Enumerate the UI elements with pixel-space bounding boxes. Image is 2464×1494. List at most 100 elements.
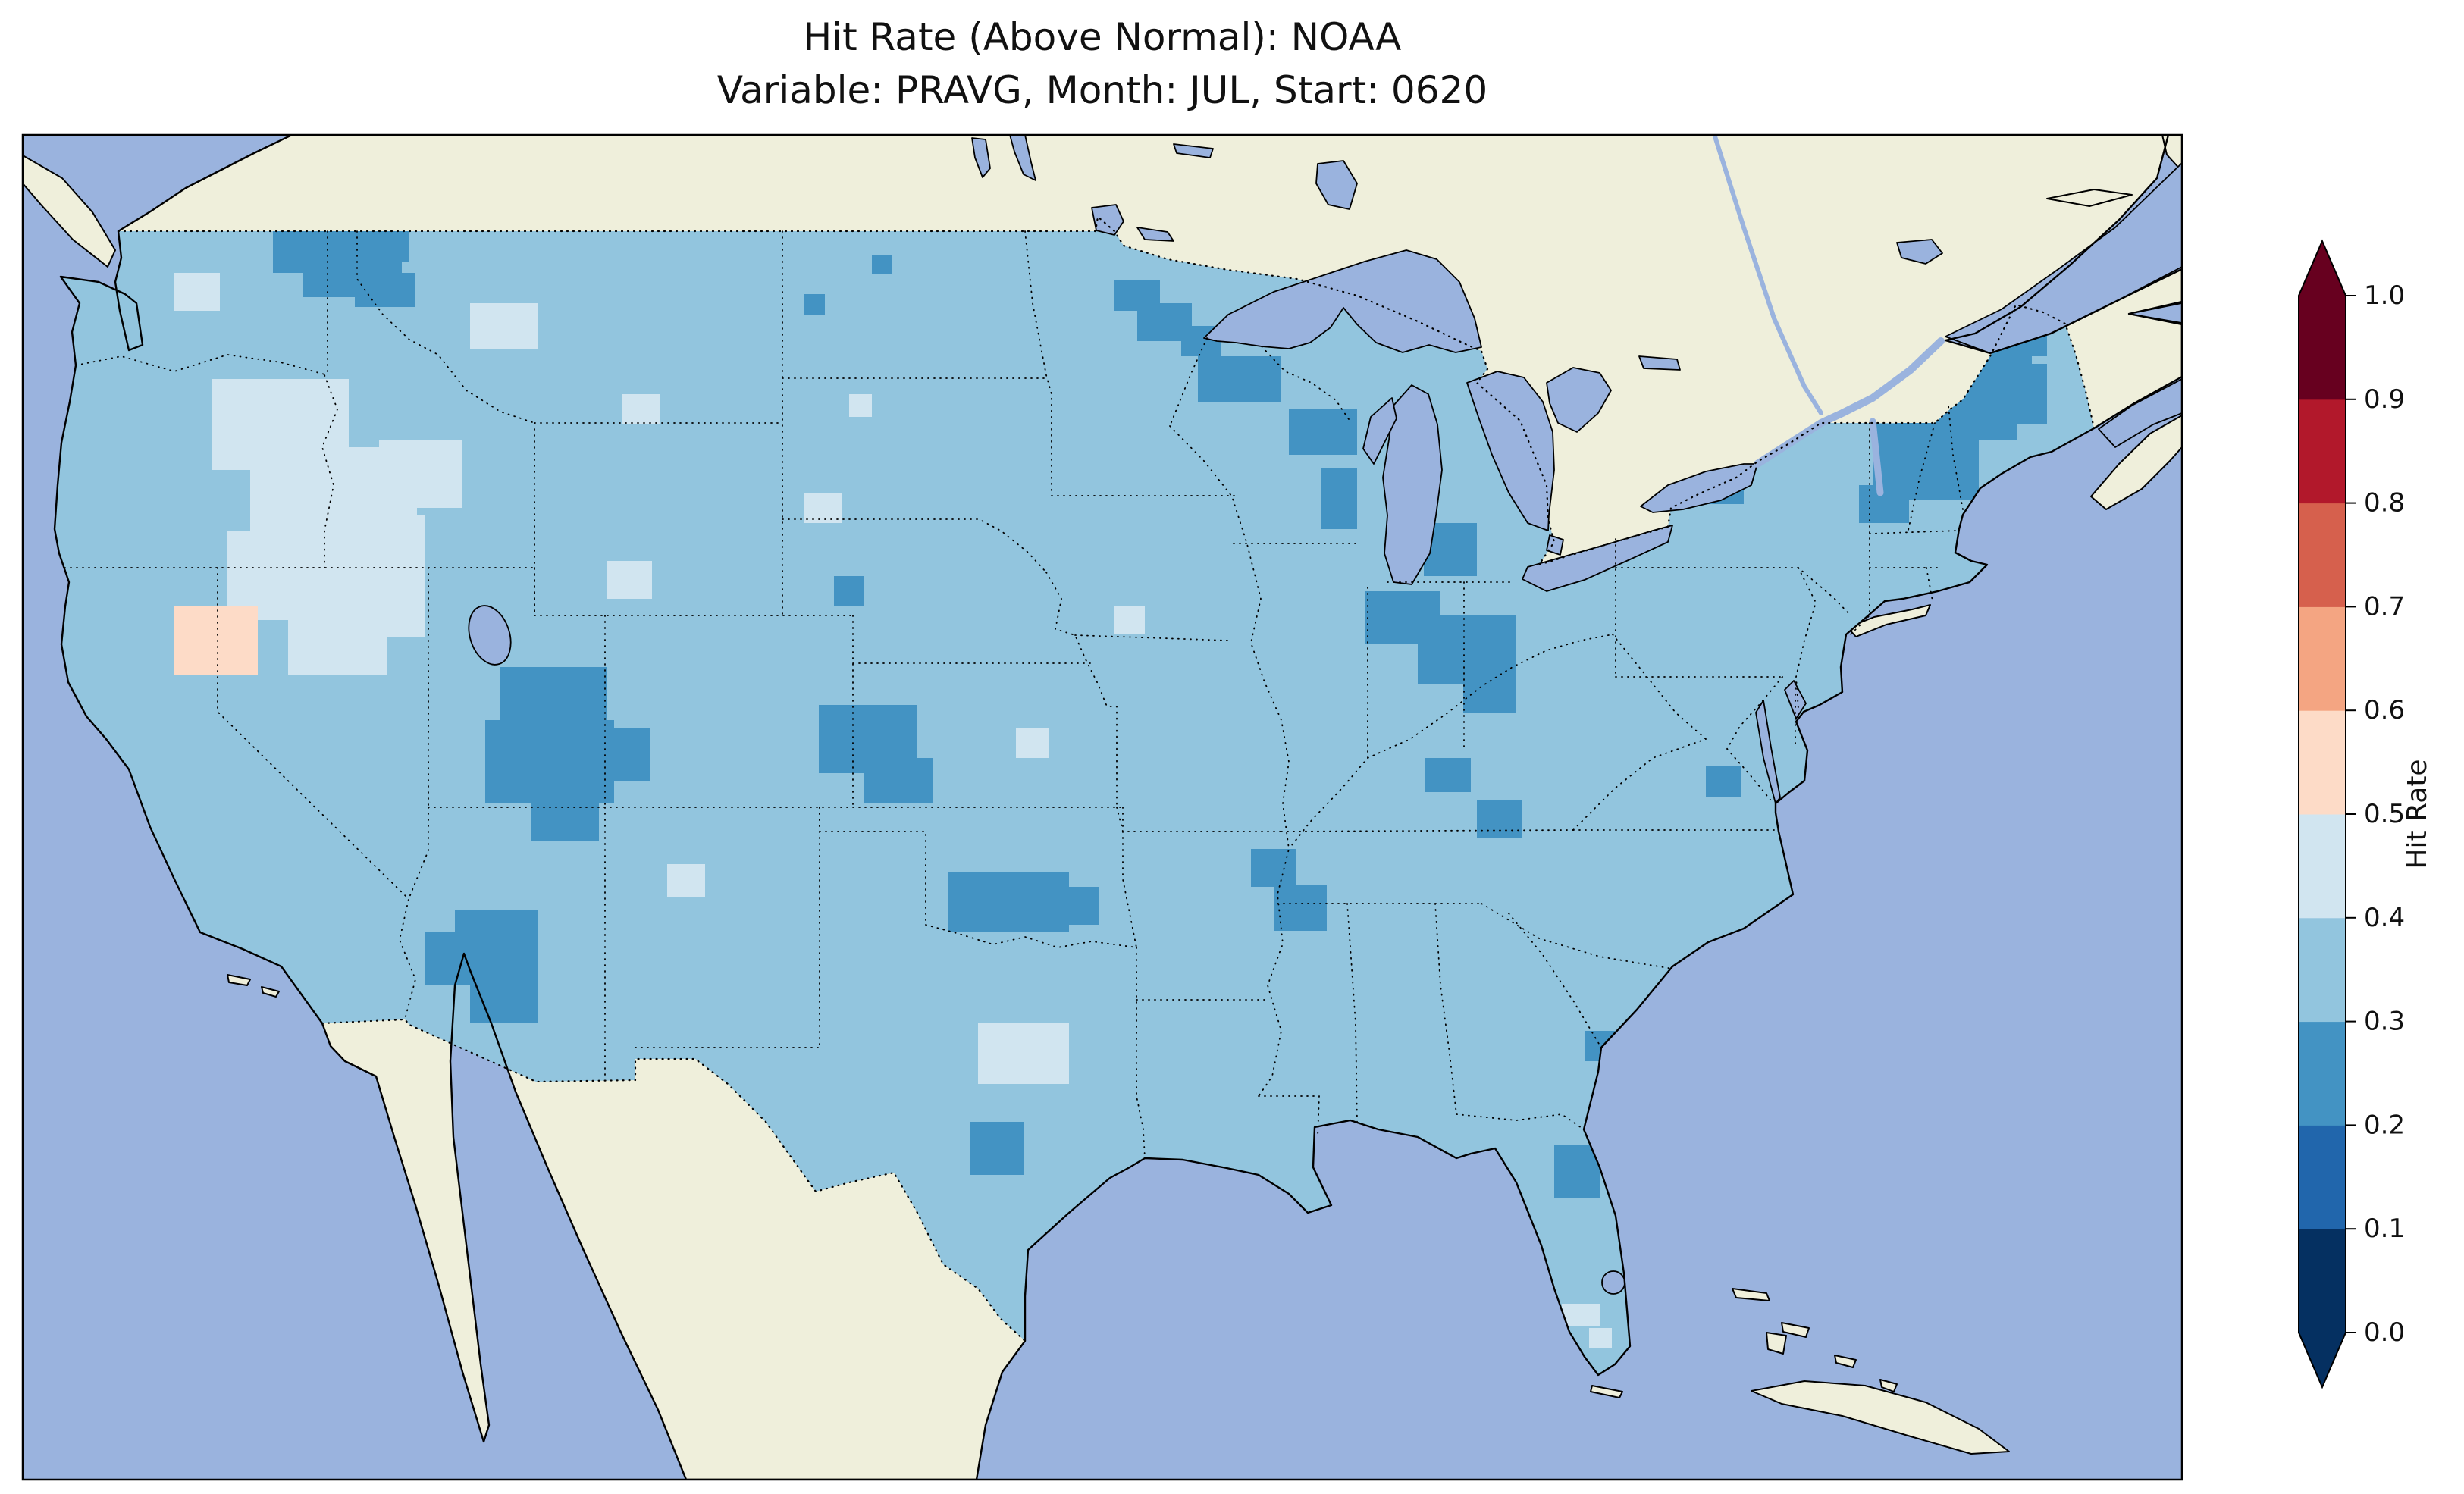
grid-cell	[174, 273, 220, 311]
channel-island	[227, 974, 251, 986]
grid-cell	[1251, 849, 1296, 887]
grid-cell	[622, 394, 660, 424]
colorbar-tick-label: 0.7	[2364, 591, 2405, 622]
great-salt-lake	[468, 605, 512, 666]
international-borders-layer	[117, 215, 2096, 1342]
ottawa-river	[1713, 135, 1823, 415]
lake-nipigon	[1315, 160, 1358, 210]
figure-title: Hit Rate (Above Normal): NOAA	[804, 15, 1402, 59]
colorbar-segment	[2299, 1021, 2346, 1126]
lake-champlain	[1869, 418, 1884, 496]
lake-huron	[1466, 371, 1555, 531]
grid-cell	[531, 796, 599, 841]
grid-cell	[1289, 409, 1357, 455]
grid-cell	[1463, 667, 1516, 713]
grid-cell	[485, 720, 614, 803]
lake-nipissing	[1638, 355, 1681, 371]
lake-michigan	[1382, 384, 1443, 585]
grid-cell	[1274, 885, 1327, 931]
lake-st-clair	[1546, 534, 1564, 556]
grid-cell	[864, 758, 933, 803]
colorbar-tick-label: 0.8	[2364, 488, 2405, 518]
colorbar-under-arrow	[2299, 1333, 2346, 1387]
colorbar-segment	[2299, 917, 2346, 1023]
bahamas-island	[1732, 1288, 1770, 1301]
colorbar-segment	[2299, 296, 2346, 400]
grid-cell	[1114, 606, 1145, 634]
state-borders-layer	[64, 230, 1964, 1159]
grid-cell	[1589, 1328, 1612, 1348]
grid-cell	[1425, 758, 1471, 792]
grid-cell	[379, 440, 462, 508]
lac-seul	[1173, 143, 1214, 158]
bahamas-island	[1834, 1355, 1857, 1368]
grid-cell	[1986, 364, 2047, 424]
st-lawrence-river	[1754, 337, 1945, 468]
florida-keys	[1590, 1385, 1623, 1398]
delaware-bay	[1784, 680, 1807, 719]
us-canada-border	[117, 215, 2096, 566]
grid-cell	[804, 493, 842, 523]
grid-cell	[1477, 800, 1522, 838]
lake-ontario	[1640, 463, 1758, 513]
colorbar-over-arrow	[2299, 241, 2346, 296]
green-bay	[1362, 397, 1397, 465]
long-island	[1847, 604, 1931, 637]
colorbar-segments	[2299, 241, 2346, 1387]
grid-cell	[667, 864, 705, 897]
colorbar-segment	[2299, 710, 2346, 815]
colorbar-tick-label: 0.1	[2364, 1214, 2405, 1244]
nova-scotia	[2090, 415, 2182, 510]
colorbar-tick-label: 0.0	[2364, 1317, 2405, 1348]
colorbar-label: Hit Rate	[2402, 759, 2433, 869]
map-axes	[23, 135, 2182, 1480]
colorbar-segment	[2299, 1229, 2346, 1333]
grid-cell	[605, 728, 650, 781]
colorbar: 0.0 0.1 0.2 0.3 0.4 0.5 0.6 0.7 0.8 0.9 1.0 Hit Ra…	[2298, 239, 2433, 1389]
us-mexico-border	[321, 1018, 1027, 1342]
colorbar-tick-label: 0.3	[2364, 1007, 2405, 1037]
colorbar-tick-label: 0.4	[2364, 903, 2405, 933]
grid-cell	[356, 576, 425, 637]
grid-cell	[1016, 728, 1049, 758]
lake-manitoba	[971, 137, 991, 178]
grid-cell	[834, 576, 864, 606]
bahamas-island	[1879, 1379, 1898, 1392]
figure-subtitle: Variable: PRAVG, Month: JUL, Start: 0620	[717, 68, 1487, 112]
colorbar-tick-label: 0.5	[2364, 799, 2405, 829]
grid-cell	[970, 1122, 1024, 1175]
grid-cell	[607, 561, 652, 599]
colorbar-segment	[2299, 1125, 2346, 1229]
cuba	[1751, 1380, 2010, 1455]
georgian-bay	[1546, 367, 1612, 433]
colorbar-tick-label: 0.6	[2364, 695, 2405, 725]
grid-cell	[334, 227, 409, 262]
lake-okeechobee	[1601, 1270, 1625, 1295]
grid-cell	[849, 394, 872, 417]
colorbar-segment	[2299, 606, 2346, 711]
hit-rate-grid-cells	[174, 227, 2047, 1348]
grid-cell	[804, 294, 825, 315]
lake-of-the-woods	[1091, 204, 1124, 236]
grid-cell	[1046, 887, 1099, 925]
grid-cell	[1859, 485, 1909, 523]
grid-cell	[1321, 468, 1357, 529]
grid-cell	[872, 255, 892, 274]
grid-cell	[1562, 1304, 1600, 1326]
rainy-lake	[1136, 227, 1174, 242]
colorbar-tick-label: 0.2	[2364, 1110, 2405, 1140]
andros-island	[1766, 1332, 1787, 1355]
lake-winnipeg	[1009, 135, 1036, 181]
land-layer	[23, 135, 2182, 1480]
lake-superior	[1203, 249, 1482, 353]
grid-cell	[500, 667, 607, 728]
colorbar-tick-label: 0.9	[2364, 384, 2405, 415]
colorbar-tick-label: 1.0	[2364, 280, 2405, 311]
grid-cell	[1554, 1145, 1600, 1198]
grid-cell	[978, 1023, 1069, 1084]
colorbar-segment	[2299, 399, 2346, 504]
map-axes-frame	[21, 133, 2183, 1481]
bahamas-island	[1781, 1322, 1810, 1338]
